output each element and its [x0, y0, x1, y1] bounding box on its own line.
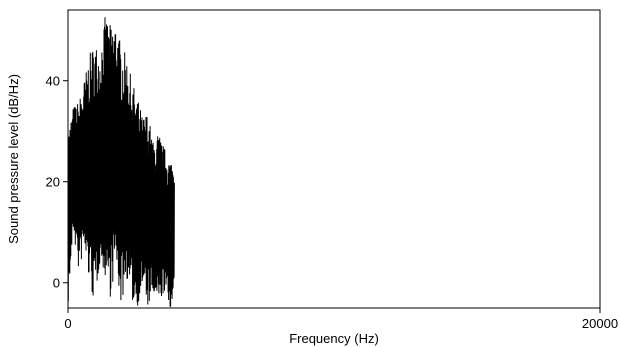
x-tick-label: 0: [64, 316, 71, 331]
x-axis-ticks: 0 20000: [64, 308, 618, 331]
y-axis-ticks: 0 20 40: [46, 74, 68, 291]
y-tick-label: 40: [46, 74, 60, 89]
plot-frame: [67, 9, 601, 309]
spectrum-trace-group: [67, 17, 175, 307]
y-tick-label: 20: [46, 175, 60, 190]
spectrum-trace: [67, 17, 175, 307]
x-axis-label: Frequency (Hz): [289, 331, 379, 346]
y-tick-label: 0: [53, 276, 60, 291]
x-tick-label: 20000: [582, 316, 618, 331]
y-axis-label: Sound pressure level (dB/Hz): [6, 74, 21, 244]
